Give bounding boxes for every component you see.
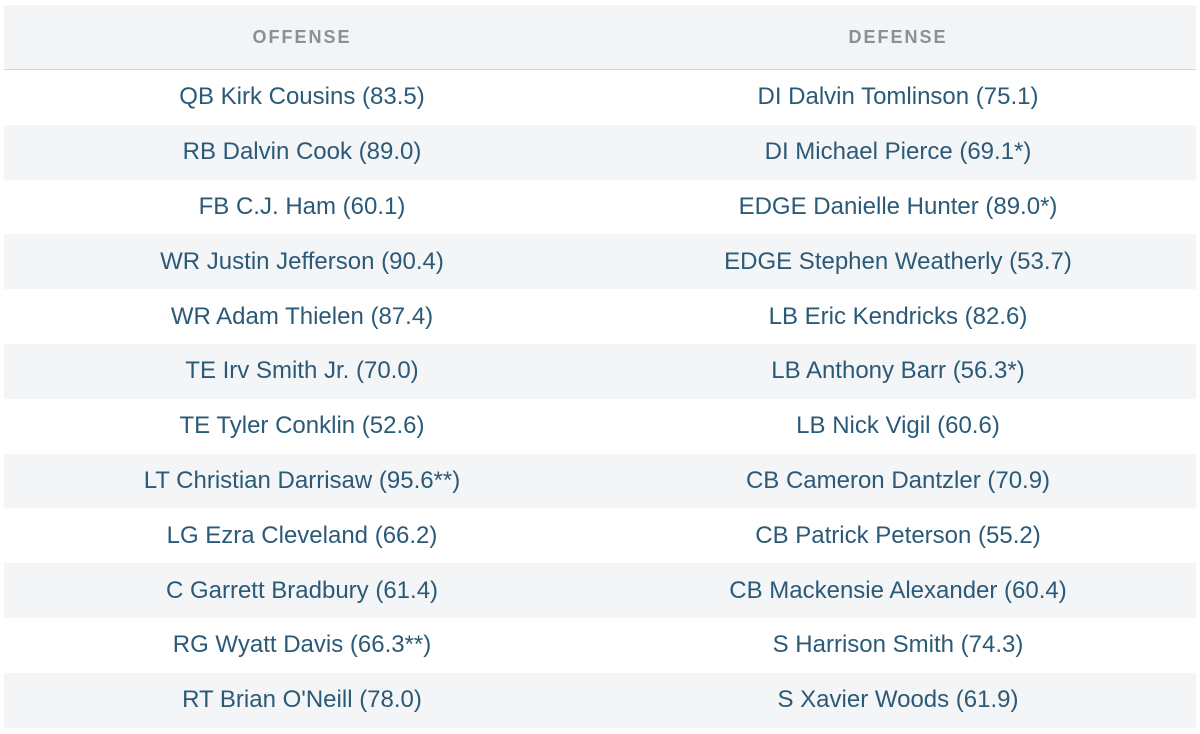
defense-player-cell: S Harrison Smith (74.3) (772, 631, 1024, 659)
table-row: LT Christian Darrisaw (95.6**) CB Cameron… (4, 453, 1196, 509)
defense-player-cell: LB Anthony Barr (56.3*) (771, 357, 1025, 385)
offense-player-cell: WR Adam Thielen (87.4) (170, 302, 434, 330)
defense-player-cell: CB Patrick Peterson (55.2) (755, 521, 1041, 549)
offense-player-cell: RB Dalvin Cook (89.0) (182, 138, 422, 166)
defense-player-cell: CB Cameron Dantzler (70.9) (745, 466, 1051, 494)
table-row: RB Dalvin Cook (89.0) DI Michael Pierce (… (4, 124, 1196, 180)
offense-player-cell: LG Ezra Cleveland (66.2) (166, 521, 438, 549)
table-row: RT Brian O'Neill (78.0) S Xavier Woods (6… (4, 672, 1196, 728)
table-row: RG Wyatt Davis (66.3**) S Harrison Smith … (4, 618, 1196, 673)
table-row: QB Kirk Cousins (83.5) DI Dalvin Tomlinso… (4, 70, 1196, 125)
offense-player-cell: WR Justin Jefferson (90.4) (160, 247, 444, 275)
offense-player-cell: C Garrett Bradbury (61.4) (165, 576, 439, 604)
offense-column-header: OFFENSE (252, 26, 352, 47)
table-row: TE Irv Smith Jr. (70.0) LB Anthony Barr (… (4, 343, 1196, 399)
table-row: FB C.J. Ham (60.1) EDGE Danielle Hunter (… (4, 180, 1196, 235)
table-row: WR Adam Thielen (87.4) LB Eric Kendricks … (4, 289, 1196, 344)
table-row: LG Ezra Cleveland (66.2) CB Patrick Peter… (4, 508, 1196, 563)
depth-chart-table: OFFENSE DEFENSE QB Kirk Cousins (83.5) DI… (4, 5, 1196, 728)
offense-player-cell: TE Tyler Conklin (52.6) (179, 412, 425, 440)
table-body: QB Kirk Cousins (83.5) DI Dalvin Tomlinso… (4, 70, 1196, 728)
defense-player-cell: S Xavier Woods (61.9) (777, 686, 1019, 714)
defense-column-header: DEFENSE (848, 26, 948, 47)
offense-player-cell: RG Wyatt Davis (66.3**) (172, 631, 432, 659)
defense-player-cell: EDGE Stephen Weatherly (53.7) (724, 247, 1072, 275)
defense-player-cell: LB Nick Vigil (60.6) (796, 412, 1000, 440)
defense-player-cell: DI Michael Pierce (69.1*) (764, 138, 1032, 166)
table-row: WR Justin Jefferson (90.4) EDGE Stephen W… (4, 234, 1196, 290)
table-row: TE Tyler Conklin (52.6) LB Nick Vigil (60… (4, 399, 1196, 454)
offense-player-cell: LT Christian Darrisaw (95.6**) (143, 466, 461, 494)
offense-player-cell: FB C.J. Ham (60.1) (198, 192, 406, 220)
defense-player-cell: LB Eric Kendricks (82.6) (768, 302, 1028, 330)
defense-player-cell: DI Dalvin Tomlinson (75.1) (757, 83, 1039, 111)
offense-player-cell: RT Brian O'Neill (78.0) (182, 686, 422, 714)
defense-player-cell: CB Mackensie Alexander (60.4) (729, 576, 1067, 604)
offense-player-cell: QB Kirk Cousins (83.5) (179, 83, 425, 111)
defense-player-cell: EDGE Danielle Hunter (89.0*) (738, 192, 1058, 220)
table-header: OFFENSE DEFENSE (4, 5, 1196, 70)
offense-player-cell: TE Irv Smith Jr. (70.0) (185, 357, 419, 385)
table-row: C Garrett Bradbury (61.4) CB Mackensie Al… (4, 563, 1196, 618)
